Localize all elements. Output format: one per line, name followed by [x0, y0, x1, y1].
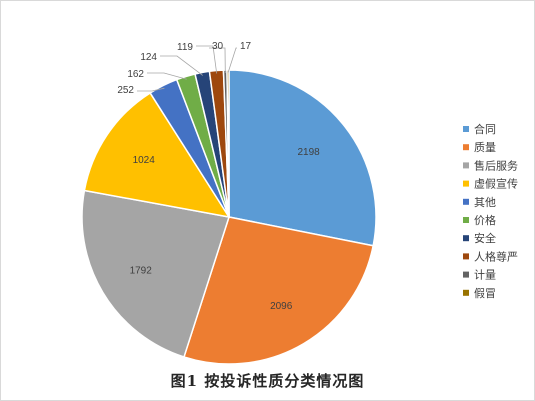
legend-swatch-4 [463, 180, 469, 187]
leader-line-9 [209, 47, 226, 74]
data-label-1: 2198 [297, 147, 320, 158]
legend-swatch-10 [463, 289, 469, 296]
legend-label-8: 人格尊严 [474, 249, 518, 263]
legend-label-9: 计量 [474, 269, 496, 282]
leader-line-7 [160, 55, 203, 76]
legend-swatch-1 [463, 126, 469, 132]
legend-swatch-5 [463, 198, 469, 205]
pie-slice-1 [228, 69, 377, 247]
legend-swatch-7 [463, 235, 469, 242]
data-label-10: 17 [240, 41, 252, 52]
legend-swatch-8 [463, 253, 469, 260]
data-label-2: 2096 [270, 301, 293, 312]
legend-label-6: 价格 [474, 213, 496, 227]
leader-line-6 [147, 72, 187, 80]
legend-label-1: 合同 [474, 122, 496, 136]
data-label-5: 252 [117, 85, 134, 96]
pie-slices [81, 69, 377, 365]
data-label-3: 1792 [130, 265, 153, 276]
data-label-9: 30 [212, 41, 224, 52]
data-label-4: 1024 [133, 155, 156, 166]
chart-title: 图1 按投诉性质分类情况图 [170, 372, 365, 390]
legend-label-3: 售后服务 [474, 158, 518, 172]
pie-slice-2 [183, 216, 375, 365]
legend-label-10: 假冒 [474, 286, 496, 300]
data-label-7: 124 [140, 52, 157, 63]
leader-line-5 [137, 87, 165, 92]
legend-label-4: 虚假宣传 [474, 177, 518, 191]
pie-slice-3 [81, 189, 230, 358]
data-label-8: 119 [177, 42, 193, 53]
legend-swatch-6 [463, 217, 469, 223]
legend-swatch-2 [463, 144, 469, 151]
data-labels: 2198 2096 1792 1024 252 162 124 119 30 17 [117, 41, 320, 312]
pie-slice-4 [83, 91, 231, 219]
legend-label-5: 其他 [474, 196, 496, 209]
legend-swatch-9 [463, 271, 469, 278]
legend-swatch-3 [463, 162, 469, 169]
leader-line-10 [227, 47, 237, 74]
data-label-6: 162 [127, 69, 144, 80]
leader-line-8 [196, 45, 218, 74]
label-leader-lines [137, 45, 237, 92]
legend-label-7: 安全 [474, 231, 496, 245]
legend-label-2: 质量 [474, 141, 496, 154]
